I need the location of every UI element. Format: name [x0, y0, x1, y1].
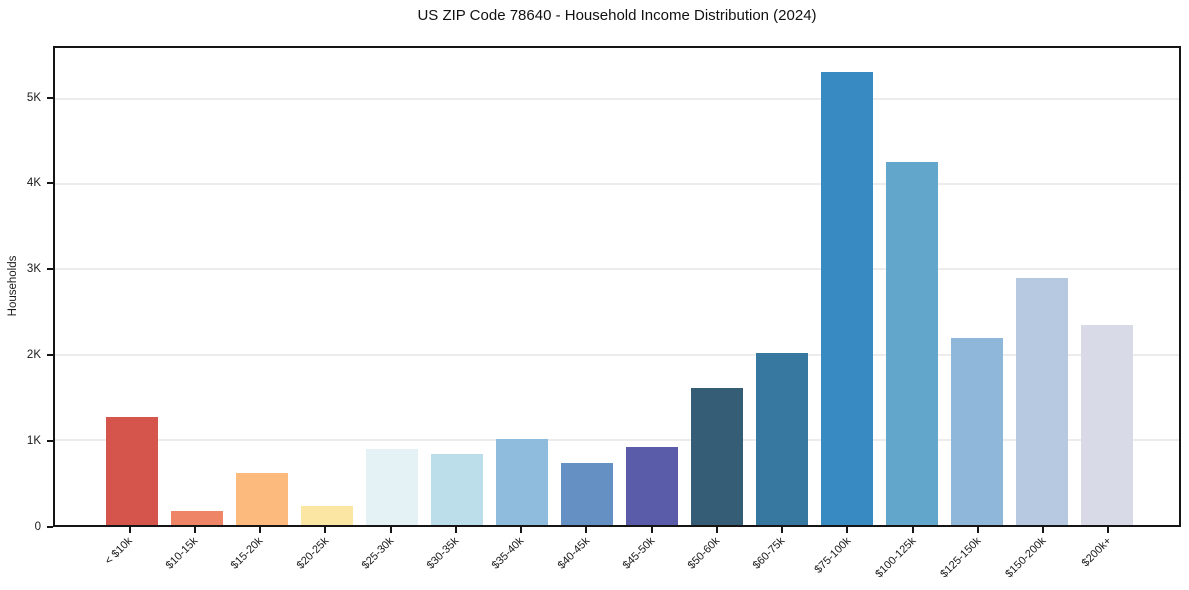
x-tick-mark	[389, 527, 392, 533]
x-tick-label: $40-45k	[555, 535, 592, 572]
bar-slot	[944, 48, 1009, 525]
bar-slot	[229, 48, 294, 525]
x-tick-label: < $10k	[103, 535, 136, 568]
x-tick-label: $15-20k	[229, 535, 266, 572]
x-axis: < $10k $10-15k $15-20k $20-25k $25-30k $30-35…	[53, 527, 1181, 590]
bar-slot	[814, 48, 879, 525]
bar	[755, 352, 808, 525]
bar	[950, 337, 1003, 525]
bar	[690, 387, 743, 525]
y-tick-mark	[47, 526, 53, 528]
x-tick-label: $35-40k	[490, 535, 527, 572]
x-tick-mark	[128, 527, 131, 533]
bar-slot	[164, 48, 229, 525]
bar	[625, 447, 678, 525]
bar	[820, 71, 873, 525]
y-tick-label: 4K	[26, 177, 41, 190]
bar	[170, 511, 223, 525]
x-tick-mark	[324, 527, 327, 533]
gridline	[55, 353, 1179, 356]
x-tick-mark	[715, 527, 718, 533]
bar-slot	[1074, 48, 1139, 525]
y-tick-mark	[47, 268, 53, 271]
gridline	[55, 438, 1179, 441]
bar-slot	[294, 48, 359, 525]
x-tick-mark	[911, 527, 914, 533]
y-tick-label: 1K	[26, 435, 41, 448]
x-tick-label: $75-100k	[811, 535, 853, 576]
bar	[560, 462, 613, 525]
x-tick-mark	[781, 527, 784, 533]
bar	[495, 439, 548, 525]
x-tick-label: $125-150k	[938, 535, 984, 581]
bar-slot	[554, 48, 619, 525]
bar-slot	[879, 48, 944, 525]
bar	[300, 506, 353, 525]
bar	[365, 449, 418, 525]
bar-slot	[99, 48, 164, 525]
bar-slot	[359, 48, 424, 525]
x-tick-mark	[585, 527, 588, 533]
bars-row	[55, 48, 1179, 525]
gridline	[55, 98, 1179, 101]
bar-slot	[749, 48, 814, 525]
bar	[430, 453, 483, 525]
gridline	[55, 268, 1179, 271]
bar	[885, 162, 938, 525]
y-tick-label: 5K	[26, 91, 41, 104]
y-tick-label: 0	[34, 521, 41, 533]
x-tick-mark	[846, 527, 849, 533]
y-tick-mark	[47, 96, 53, 99]
x-tick-label: $60-75k	[751, 535, 788, 572]
bar-slot	[424, 48, 489, 525]
x-tick-label: $200k+	[1079, 535, 1114, 570]
bar-slot	[489, 48, 554, 525]
y-tick-mark	[47, 354, 53, 357]
y-tick-mark	[47, 182, 53, 185]
bar-slot	[684, 48, 749, 525]
bar	[1015, 277, 1068, 525]
x-tick-mark	[454, 527, 457, 533]
x-tick-mark	[259, 527, 262, 533]
y-axis-label: Households	[7, 255, 19, 317]
x-tick-mark	[520, 527, 523, 533]
y-axis: 0 1K 2K 3K 4K 5K	[0, 46, 53, 533]
x-tick-label: $10-15k	[163, 535, 201, 572]
x-tick-label: $20-25k	[294, 535, 331, 572]
x-tick-label: $45-50k	[620, 535, 658, 572]
bar	[235, 472, 288, 525]
x-tick-mark	[193, 527, 196, 533]
x-tick-mark	[976, 527, 979, 533]
gridline	[55, 183, 1179, 186]
bar	[105, 416, 158, 525]
x-tick-mark	[1042, 527, 1045, 533]
gridlines-layer	[55, 48, 1179, 525]
x-tick-label: $50-60k	[685, 535, 723, 572]
plot-area	[53, 46, 1181, 527]
x-tick-label: $150-200k	[1003, 535, 1049, 581]
bar-slot	[1009, 48, 1074, 525]
x-tick-mark	[650, 527, 653, 533]
y-tick-label: 3K	[26, 263, 41, 276]
y-tick-mark	[47, 440, 53, 443]
x-tick-label: $30-35k	[424, 535, 462, 572]
x-tick-label: $100-125k	[872, 535, 919, 581]
bar-slot	[619, 48, 684, 525]
x-tick-mark	[1107, 527, 1110, 533]
x-tick-label: $25-30k	[359, 535, 397, 572]
chart-title: US ZIP Code 78640 - Household Income Dis…	[417, 7, 817, 24]
bar	[1080, 324, 1133, 525]
y-tick-label: 2K	[26, 349, 41, 362]
